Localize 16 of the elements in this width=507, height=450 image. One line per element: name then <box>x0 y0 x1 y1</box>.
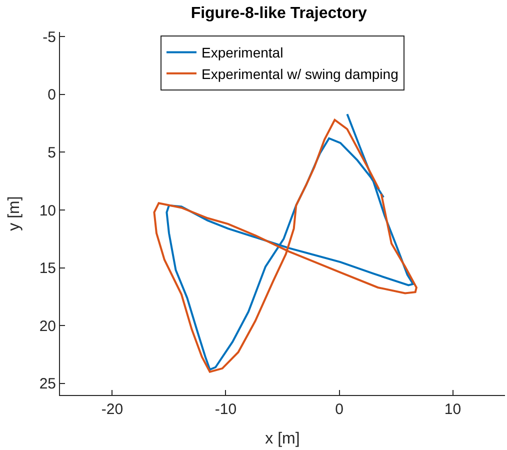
chart-title: Figure-8-like Trajectory <box>190 4 367 22</box>
x-tick-label: 0 <box>335 401 344 418</box>
x-tick-label: 10 <box>444 401 462 418</box>
y-tick-label: 0 <box>48 86 56 104</box>
legend-label: Experimental w/ swing damping <box>202 66 398 82</box>
y-tick-label: 25 <box>39 376 56 393</box>
x-tick-label: -10 <box>214 401 237 418</box>
legend-label: Experimental <box>202 44 284 61</box>
x-tick-label: -20 <box>101 401 124 418</box>
y-tick-label: -5 <box>42 28 56 46</box>
y-tick-label: 15 <box>39 260 56 278</box>
y-axis-title: y [m] <box>6 196 24 231</box>
x-axis-title: x [m] <box>265 430 300 448</box>
y-tick-label: 10 <box>39 202 56 220</box>
y-tick-label: 5 <box>48 144 56 162</box>
y-tick-label: 20 <box>39 318 56 335</box>
